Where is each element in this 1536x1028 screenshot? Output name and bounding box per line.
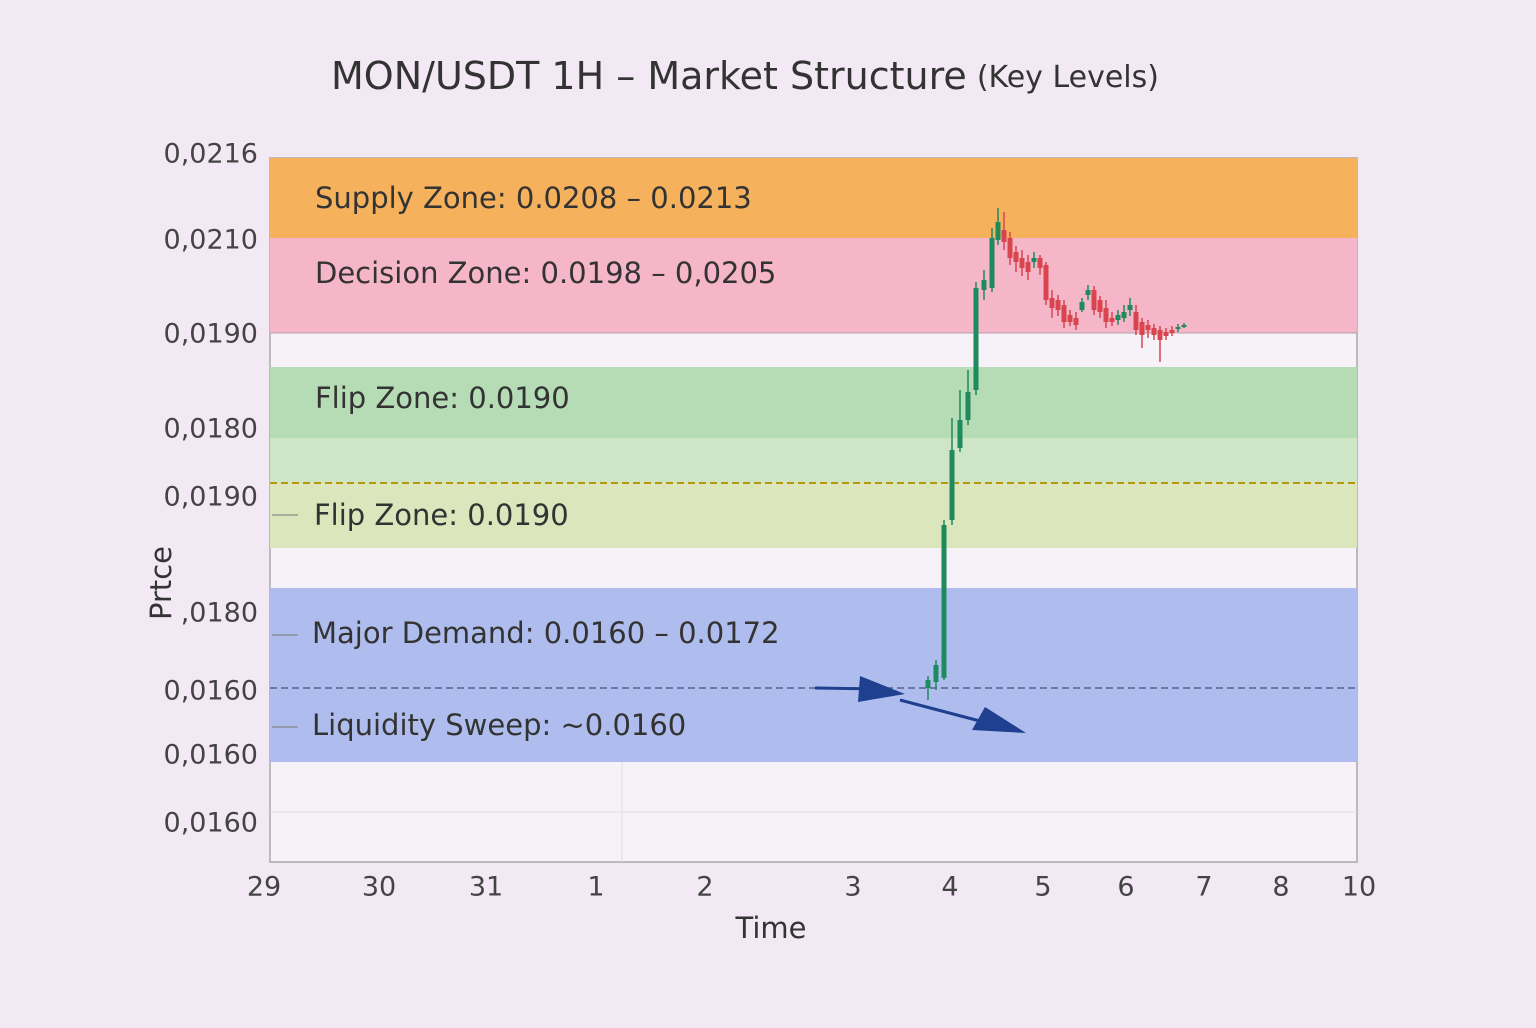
zone-label: Flip Zone: 0.0190 — [314, 498, 569, 532]
x-tick-label: 30 — [362, 872, 396, 903]
candle-body — [1139, 322, 1145, 335]
candle-body — [1019, 258, 1025, 268]
y-tick-label: 0,0216 — [164, 139, 258, 170]
y-tick-label: 0,0210 — [164, 225, 258, 256]
candle-body — [1157, 330, 1163, 340]
candle-body — [949, 450, 955, 520]
candle-body — [1097, 300, 1103, 312]
title-main: MON/USDT 1H – Market Structure — [331, 54, 967, 98]
zone-label: Flip Zone: 0.0190 — [315, 381, 570, 415]
candle-body — [989, 238, 995, 288]
candle-body — [1133, 312, 1139, 330]
x-tick-label: 31 — [469, 872, 503, 903]
x-tick-label: 3 — [844, 872, 861, 903]
zone-label: Supply Zone: 0.0208 – 0.0213 — [315, 181, 752, 215]
candle-body — [1061, 305, 1067, 322]
candle-body — [965, 392, 971, 420]
candle-body — [933, 665, 939, 682]
y-tick-label: 0,0160 — [164, 740, 258, 771]
candles — [925, 208, 1187, 700]
candle-body — [1091, 290, 1097, 310]
flip-zone — [270, 367, 1357, 438]
y-tick-label: ,0180 — [181, 598, 258, 629]
arrow-head — [972, 707, 1026, 733]
candle-body — [1121, 312, 1127, 318]
y-axis-label: Prtce — [144, 546, 178, 620]
candle-body — [1043, 265, 1049, 300]
candle-body — [1079, 302, 1085, 310]
candle-body — [1127, 305, 1133, 310]
flip-zone-yellow — [270, 483, 1357, 548]
supply-zone — [270, 158, 1357, 238]
candle-body — [973, 288, 979, 390]
flip-zone-light — [270, 438, 1357, 483]
candle-body — [1163, 332, 1169, 336]
x-tick-label: 4 — [941, 872, 958, 903]
candle-body — [1037, 258, 1043, 268]
x-tick-label: 2 — [696, 872, 713, 903]
x-tick-label: 5 — [1034, 872, 1051, 903]
y-tick-label: 0,0190 — [164, 319, 258, 350]
candle-body — [1025, 262, 1031, 272]
x-tick-label: 7 — [1195, 872, 1212, 903]
y-tick-label: 0,0160 — [164, 676, 258, 707]
candle-body — [981, 280, 987, 290]
x-tick-label: 6 — [1117, 872, 1134, 903]
x-tick-label: 29 — [247, 872, 281, 903]
y-tick-label: 0,0180 — [164, 414, 258, 445]
x-tick-label: 8 — [1272, 872, 1289, 903]
y-tick-label: 0,0160 — [164, 808, 258, 839]
candle-body — [1103, 308, 1109, 322]
y-tick-label: 0,0190 — [164, 482, 258, 513]
y-ticks: 0,0216 0,0210 0,0190 0,0180 0,0190 ,0180 0,016… — [164, 139, 258, 839]
demand-zone — [270, 588, 1357, 762]
x-tick-label: 10 — [1342, 872, 1376, 903]
candle-body — [1067, 315, 1073, 322]
candle-body — [1109, 318, 1115, 322]
candle-body — [1049, 298, 1055, 308]
title-suffix: (Key Levels) — [977, 60, 1159, 95]
candle-body — [1007, 238, 1013, 258]
x-tick-label: 1 — [587, 872, 604, 903]
candle-body — [1175, 327, 1181, 329]
x-axis-label: Time — [735, 911, 807, 945]
candle-body — [925, 680, 931, 688]
candle-body — [1181, 325, 1187, 327]
candle-body — [1169, 330, 1175, 333]
candle-body — [941, 525, 947, 678]
candle-body — [1115, 315, 1121, 320]
candle-body — [995, 222, 1001, 240]
candle-body — [1001, 230, 1007, 242]
decision-zone — [270, 238, 1357, 333]
zone-label: Major Demand: 0.0160 – 0.0172 — [312, 616, 780, 650]
candle-body — [1031, 258, 1037, 262]
candle-body — [1151, 328, 1157, 335]
zone-label: Liquidity Sweep: ~0.0160 — [312, 708, 686, 742]
chart-title: MON/USDT 1H – Market Structure (Key Level… — [331, 54, 1159, 98]
arrow-head — [858, 676, 905, 702]
candle-body — [1073, 318, 1079, 325]
zone-label: Decision Zone: 0.0198 – 0,0205 — [315, 256, 776, 290]
candle-body — [1055, 300, 1061, 310]
candle-body — [1013, 252, 1019, 262]
candle-body — [1145, 325, 1151, 330]
x-ticks: 29 30 31 1 2 3 4 5 6 7 8 10 — [247, 872, 1376, 903]
candle-body — [1085, 290, 1091, 295]
candle-body — [957, 420, 963, 448]
